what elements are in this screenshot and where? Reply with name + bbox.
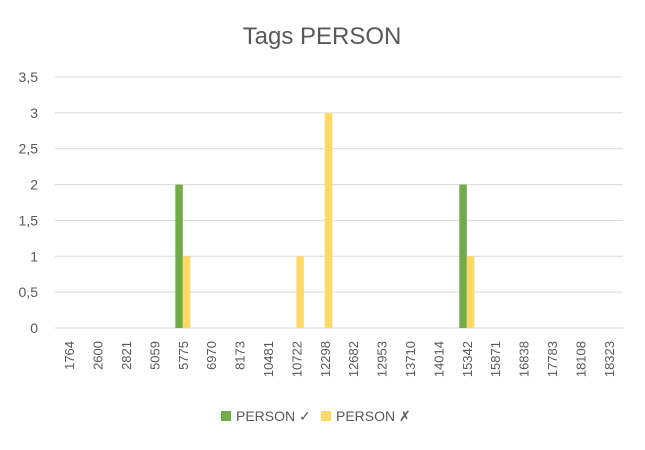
y-tick-label: 1	[30, 248, 38, 264]
bar	[466, 256, 475, 328]
legend-label: PERSON ✗	[336, 408, 411, 424]
x-axis-ticks: 1764 2600 2821 5059 5775 6970 8173 10481 10722 12…	[62, 341, 617, 377]
x-tick-label: 2600	[91, 341, 106, 370]
x-tick-label: 17783	[545, 341, 560, 377]
legend: PERSON ✓ PERSON ✗	[221, 408, 411, 424]
x-tick-label: 5775	[176, 341, 191, 370]
x-tick-label: 12682	[346, 341, 361, 377]
x-tick-label: 8173	[233, 341, 248, 370]
x-tick-label: 18108	[573, 341, 588, 377]
bar	[324, 112, 333, 328]
x-tick-label: 15342	[460, 341, 475, 377]
y-axis-ticks: 0 0,5 1 1,5 2 2,5 3 3,5	[19, 69, 39, 336]
x-tick-label: 2821	[119, 341, 134, 370]
x-tick-label: 6970	[204, 341, 219, 370]
x-tick-label: 12298	[318, 341, 333, 377]
x-tick-label: 1764	[62, 341, 77, 370]
x-tick-label: 15871	[488, 341, 503, 377]
chart-title: Tags PERSON	[243, 23, 402, 50]
gridlines	[55, 76, 623, 329]
y-tick-label: 2	[30, 177, 38, 193]
bar	[296, 256, 304, 328]
legend-swatch	[221, 411, 231, 421]
y-tick-label: 0,5	[19, 284, 39, 300]
y-tick-label: 3,5	[19, 69, 39, 85]
x-tick-label: 16838	[517, 341, 532, 377]
legend-item: PERSON ✓	[221, 408, 311, 424]
y-tick-label: 3	[30, 105, 38, 121]
x-tick-label: 10481	[261, 341, 276, 377]
y-tick-label: 2,5	[19, 141, 39, 157]
legend-swatch	[321, 411, 331, 421]
x-tick-label: 12953	[375, 341, 390, 377]
legend-item: PERSON ✗	[321, 408, 411, 424]
bars	[175, 112, 475, 328]
bar	[182, 256, 191, 328]
y-tick-label: 0	[30, 320, 38, 336]
x-tick-label: 14014	[431, 341, 446, 377]
bar	[175, 184, 183, 328]
x-tick-label: 5059	[147, 341, 162, 370]
legend-label: PERSON ✓	[236, 408, 311, 424]
x-tick-label: 18323	[602, 341, 617, 377]
y-tick-label: 1,5	[19, 212, 39, 228]
bar	[459, 184, 467, 328]
x-tick-label: 10722	[289, 341, 304, 377]
x-tick-label: 13710	[403, 341, 418, 377]
